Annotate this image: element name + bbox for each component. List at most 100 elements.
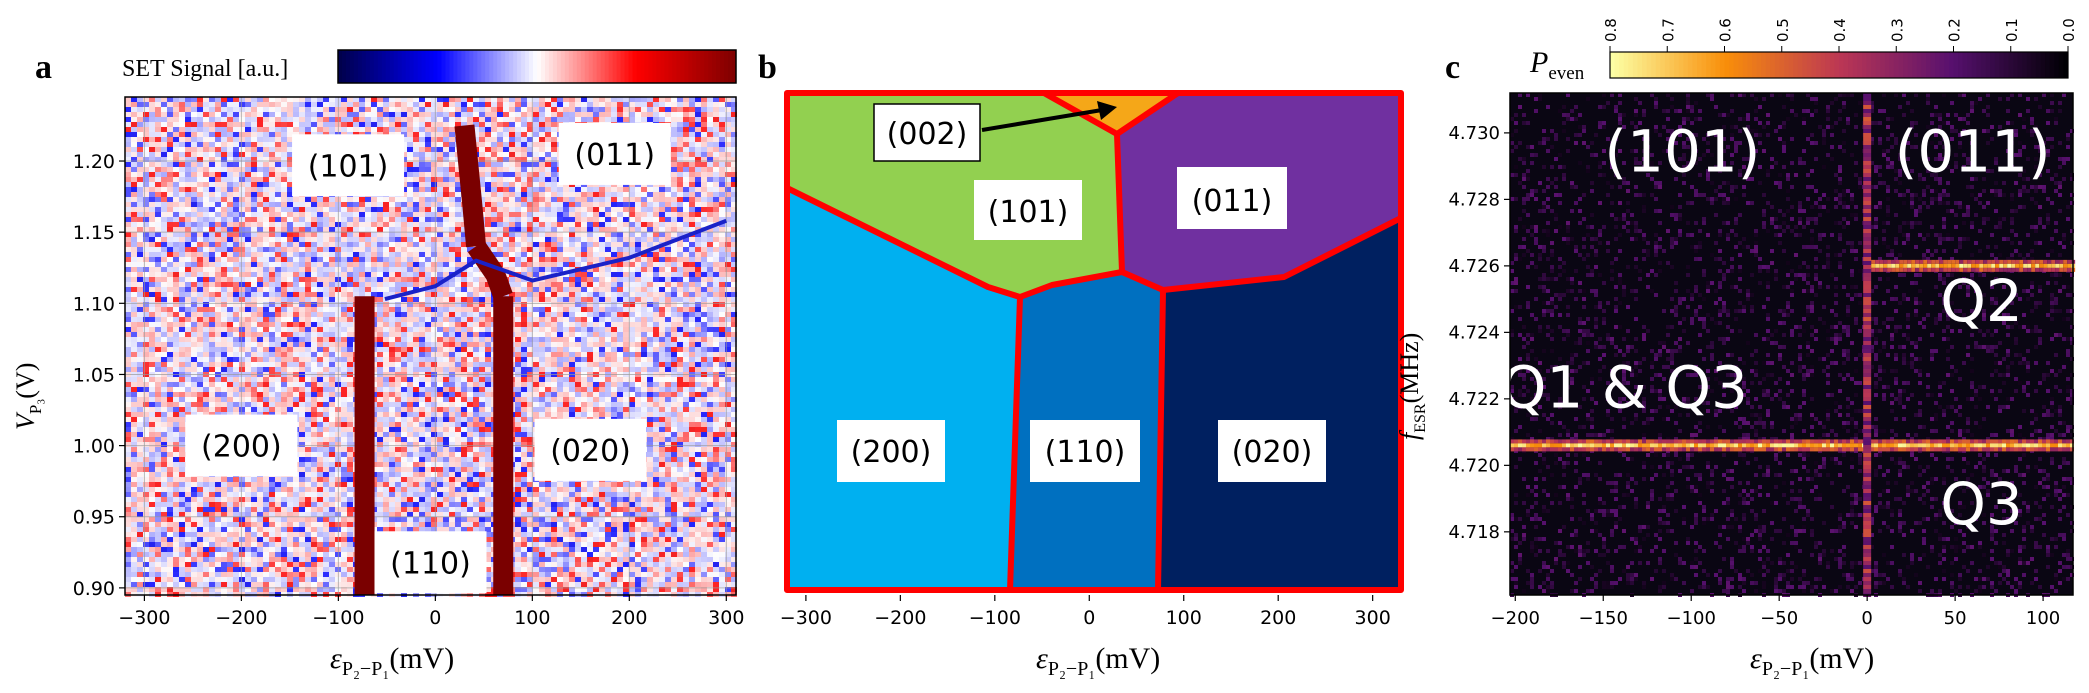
heatmap-a-cell [395,287,401,292]
heatmap-a-cell [383,332,389,337]
heatmap-a-cell [539,312,545,317]
heatmap-a-cell [539,192,545,197]
heatmap-a-cell [467,117,473,122]
heatmap-a-cell [125,197,131,202]
heatmap-a-cell [245,132,251,137]
heatmap-a-cell [533,282,539,287]
heatmap-a-cell [581,217,587,222]
heatmap-a-cell [275,152,281,157]
heatmap-a-cell [365,222,371,227]
heatmap-a-cell [221,127,227,132]
heatmap-a-cell [617,242,623,247]
heatmap-a-cell [125,257,131,262]
heatmap-a-cell [239,227,245,232]
heatmap-a-cell [167,202,173,207]
heatmap-a-cell [293,322,299,327]
heatmap-a-cell [221,147,227,152]
heatmap-a-cell [671,242,677,247]
heatmap-a-cell [725,117,731,122]
heatmap-a-cell [215,257,221,262]
heatmap-a-cell [257,287,263,292]
heatmap-a-cell [311,222,317,227]
heatmap-a-cell [401,252,407,257]
heatmap-a-cell [263,332,269,337]
heatmap-a-cell [473,107,479,112]
heatmap-a-cell [227,232,233,237]
heatmap-a-cell [167,227,173,232]
heatmap-a-cell [185,117,191,122]
heatmap-a-cell [515,212,521,217]
heatmap-a-cell [149,307,155,312]
heatmap-a-cell [347,292,353,297]
heatmap-a-cell [311,102,317,107]
heatmap-a-cell [353,117,359,122]
colorbar-label-a: SET Signal [a.u.] [122,56,288,82]
heatmap-a-cell [683,212,689,217]
heatmap-a-cell [575,302,581,307]
heatmap-a-cell [527,167,533,172]
heatmap-a-cell [707,277,713,282]
heatmap-a-cell [263,107,269,112]
heatmap-a-cell [557,112,563,117]
heatmap-a-cell [527,252,533,257]
heatmap-a-cell [671,137,677,142]
heatmap-a-cell [563,222,569,227]
heatmap-a-cell [521,162,527,167]
heatmap-a-cell [485,177,491,182]
heatmap-a-cell [431,292,437,297]
heatmap-a-cell [281,107,287,112]
heatmap-a-cell [665,317,671,322]
heatmap-a-cell [245,97,251,102]
heatmap-a-cell [653,202,659,207]
heatmap-a-cell [305,322,311,327]
heatmap-a-cell [365,97,371,102]
heatmap-a-cell [683,207,689,212]
heatmap-a-cell [719,207,725,212]
heatmap-a-cell [215,237,221,242]
heatmap-a-cell [719,212,725,217]
heatmap-a-cell [731,297,737,302]
heatmap-a-cell [197,237,203,242]
heatmap-a-cell [401,327,407,332]
heatmap-a-cell [599,197,605,202]
heatmap-a-cell [215,232,221,237]
heatmap-a-cell [155,302,161,307]
heatmap-a-cell [269,297,275,302]
heatmap-a-cell [329,202,335,207]
heatmap-a-cell [617,187,623,192]
heatmap-a-cell [725,207,731,212]
heatmap-a-cell [281,257,287,262]
colorbar-a-segment [700,50,705,83]
heatmap-a-cell [137,272,143,277]
heatmap-a-cell [299,292,305,297]
heatmap-a-cell [359,207,365,212]
heatmap-a-cell [527,222,533,227]
heatmap-a-cell [377,307,383,312]
heatmap-a-cell [197,157,203,162]
heatmap-a-cell [701,252,707,257]
heatmap-a-cell [125,252,131,257]
heatmap-a-cell [659,232,665,237]
heatmap-a-cell [479,132,485,137]
heatmap-a-cell [197,307,203,312]
heatmap-a-cell [401,262,407,267]
colorbar-a-segment [469,50,474,83]
heatmap-a-cell [593,107,599,112]
heatmap-a-cell [161,137,167,142]
heatmap-a-cell [647,317,653,322]
heatmap-a-cell [203,237,209,242]
heatmap-a-cell [557,257,563,262]
heatmap-a-cell [263,167,269,172]
heatmap-a-cell [533,132,539,137]
heatmap-a-cell [707,202,713,207]
heatmap-a-cell [203,217,209,222]
heatmap-a-cell [239,307,245,312]
heatmap-a-cell [221,197,227,202]
heatmap-a-cell [629,317,635,322]
heatmap-a-cell [689,302,695,307]
heatmap-a-cell [677,222,683,227]
heatmap-a-cell [251,222,257,227]
heatmap-a-cell [617,217,623,222]
heatmap-a-cell [191,142,197,147]
heatmap-a-cell [545,157,551,162]
